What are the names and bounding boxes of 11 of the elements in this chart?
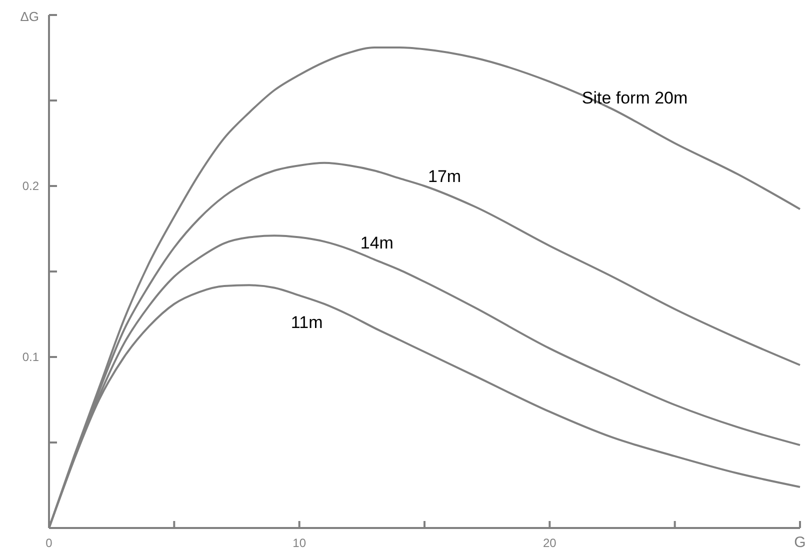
y-tick-label: 0.1 bbox=[22, 350, 40, 364]
x-tick-label: 20 bbox=[542, 536, 557, 550]
x-axis-title: G bbox=[794, 534, 806, 551]
x-tick-label: 0 bbox=[46, 536, 53, 550]
series-label: 17m bbox=[428, 167, 462, 186]
series-label: 11m bbox=[290, 313, 323, 332]
series-label: 14m bbox=[360, 234, 394, 253]
series-label: Site form 20m bbox=[582, 88, 688, 108]
y-axis-title: ΔG bbox=[20, 9, 39, 24]
y-tick-label: 0.2 bbox=[22, 179, 40, 193]
x-tick-label: 10 bbox=[292, 536, 306, 550]
